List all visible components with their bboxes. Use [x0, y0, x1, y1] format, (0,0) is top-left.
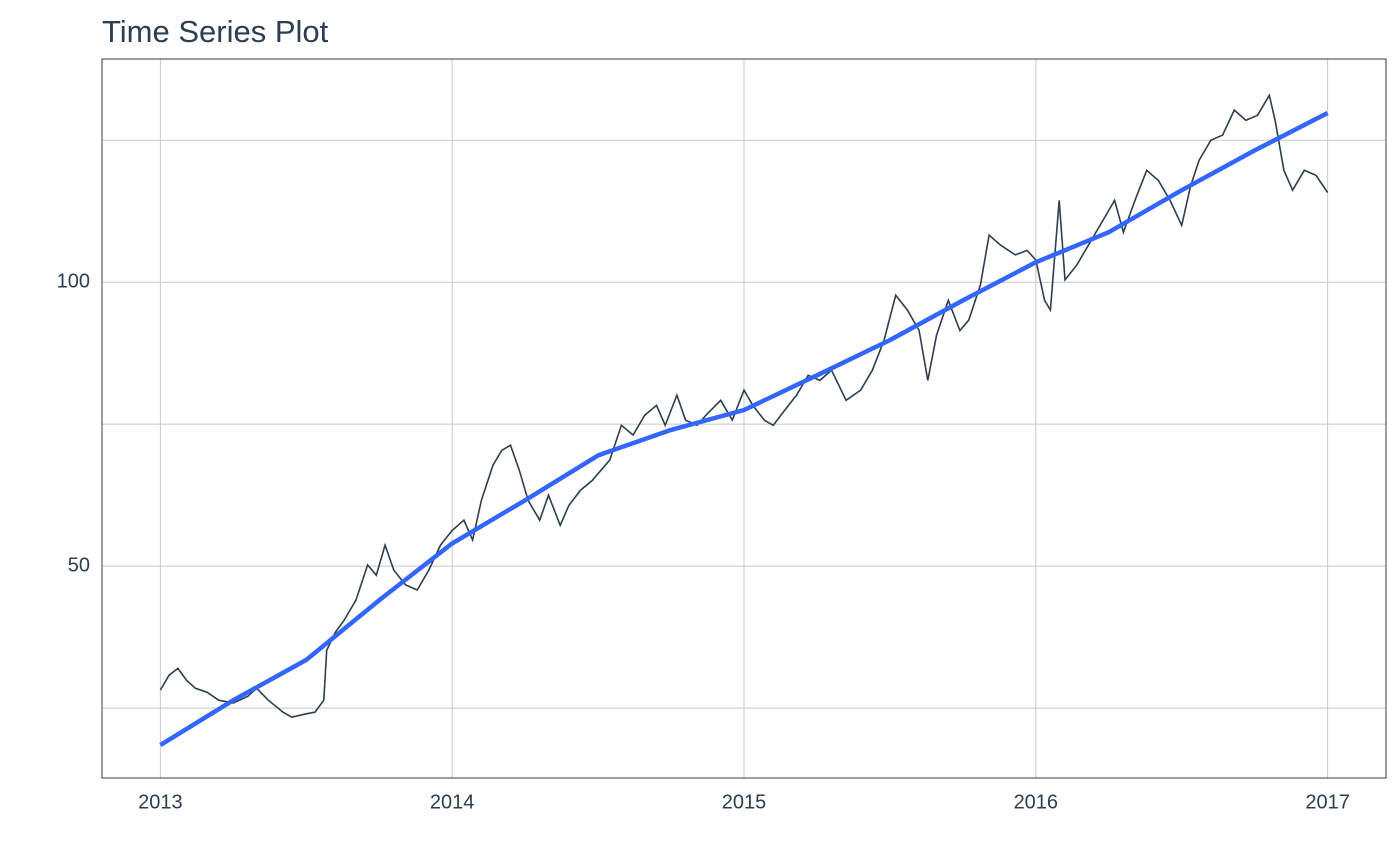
- x-tick-label: 2013: [138, 791, 183, 813]
- x-tick-label: 2015: [722, 791, 767, 813]
- x-tick-label: 2016: [1014, 791, 1059, 813]
- x-tick-label: 2014: [430, 791, 475, 813]
- series-line: [159, 93, 1329, 719]
- y-tick-label: 100: [57, 270, 90, 292]
- chart-title: Time Series Plot: [102, 14, 329, 49]
- trend-line: [159, 110, 1329, 748]
- y-tick-label: 50: [68, 554, 90, 576]
- x-tick-label: 2017: [1305, 791, 1350, 813]
- panel-border: [101, 58, 1387, 779]
